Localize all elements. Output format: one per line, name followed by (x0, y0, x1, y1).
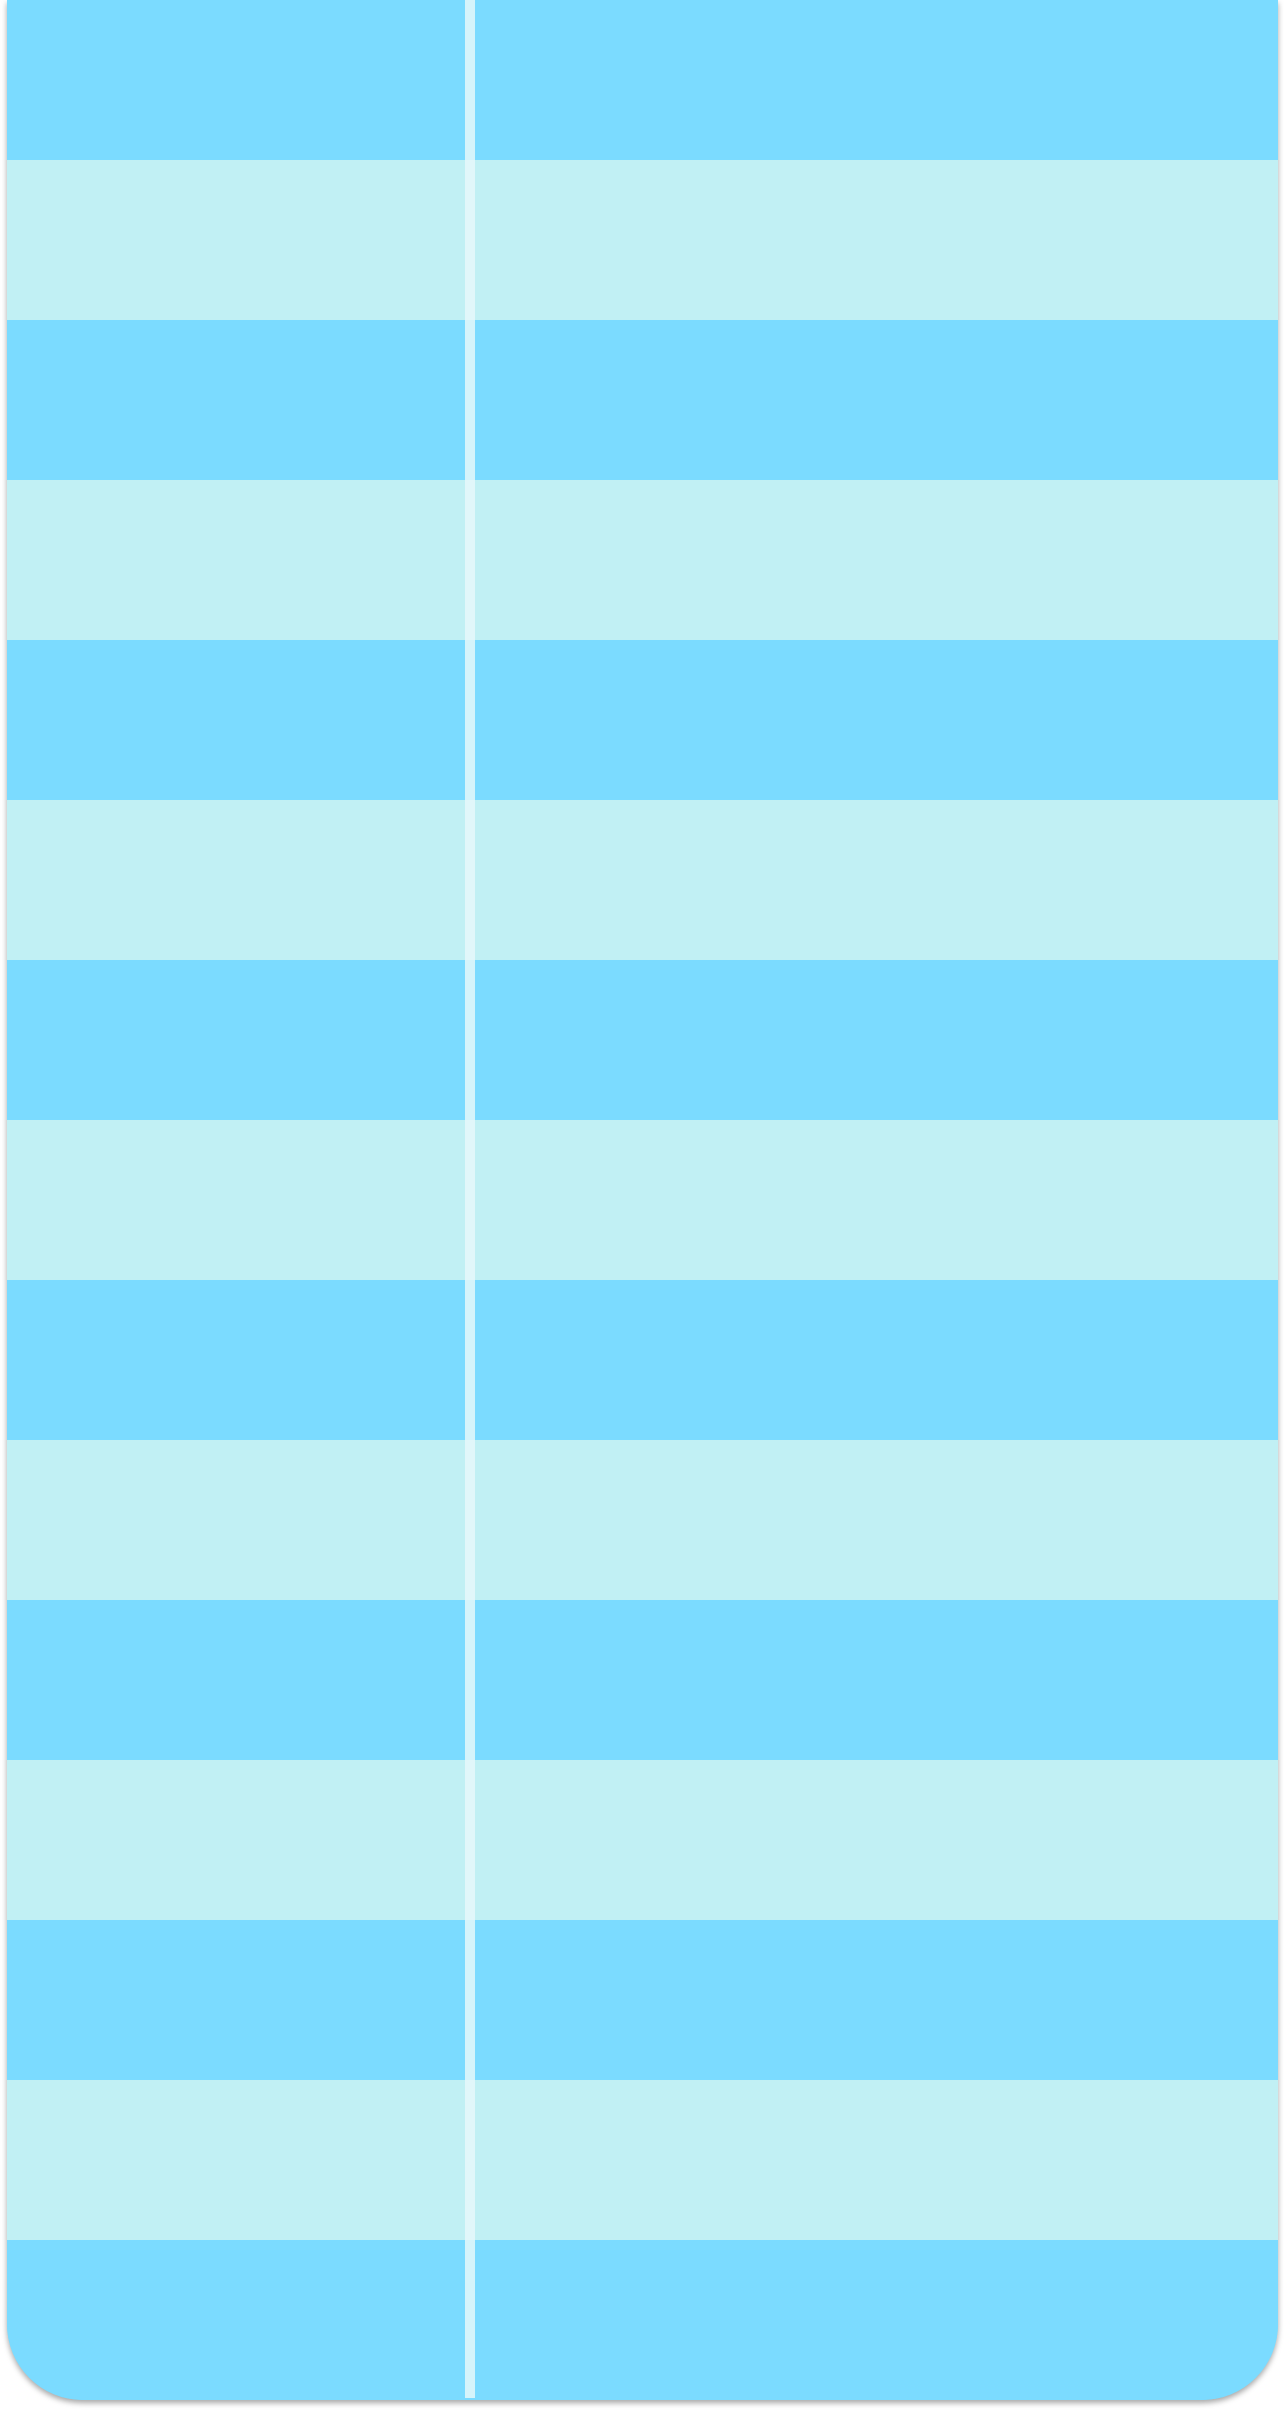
table-cell (7, 320, 465, 480)
table-cell (7, 0, 465, 160)
table-row (7, 1440, 1278, 1600)
table-row (7, 1920, 1278, 2080)
table-row (7, 960, 1278, 1120)
table-cell (475, 1440, 1278, 1600)
table-cell (7, 960, 465, 1120)
table-cell (7, 1440, 465, 1600)
table-cell (475, 800, 1278, 960)
table-cell (7, 1600, 465, 1760)
table-cell (475, 1280, 1278, 1440)
table-cell (7, 160, 465, 320)
table-cell (7, 640, 465, 800)
table-row (7, 1760, 1278, 1920)
table-cell (7, 1280, 465, 1440)
table-cell (475, 1920, 1278, 2080)
table-cell (7, 1120, 465, 1280)
table-cell (7, 2240, 465, 2400)
table-cell (475, 320, 1278, 480)
table-row (7, 480, 1278, 640)
column-divider (465, 0, 475, 2398)
table-cell (7, 800, 465, 960)
table-cell (475, 640, 1278, 800)
table-cell (475, 160, 1278, 320)
table-cell (475, 1600, 1278, 1760)
table-row (7, 1120, 1278, 1280)
table-cell (7, 480, 465, 640)
table-row (7, 800, 1278, 960)
table-row (7, 320, 1278, 480)
striped-table-panel (7, 0, 1278, 2400)
table-row (7, 1280, 1278, 1440)
table-cell (475, 960, 1278, 1120)
table-cell (475, 480, 1278, 640)
table-cell (7, 1760, 465, 1920)
table-cell (475, 0, 1278, 160)
table-cell (475, 1120, 1278, 1280)
table-row (7, 640, 1278, 800)
table-row (7, 2240, 1278, 2400)
table-cell (7, 1920, 465, 2080)
table-cell (475, 2080, 1278, 2240)
table-cell (7, 2080, 465, 2240)
table-row (7, 1600, 1278, 1760)
table-cell (475, 1760, 1278, 1920)
table-cell (475, 2240, 1278, 2400)
table-row (7, 160, 1278, 320)
table-row (7, 0, 1278, 160)
table-row (7, 2080, 1278, 2240)
